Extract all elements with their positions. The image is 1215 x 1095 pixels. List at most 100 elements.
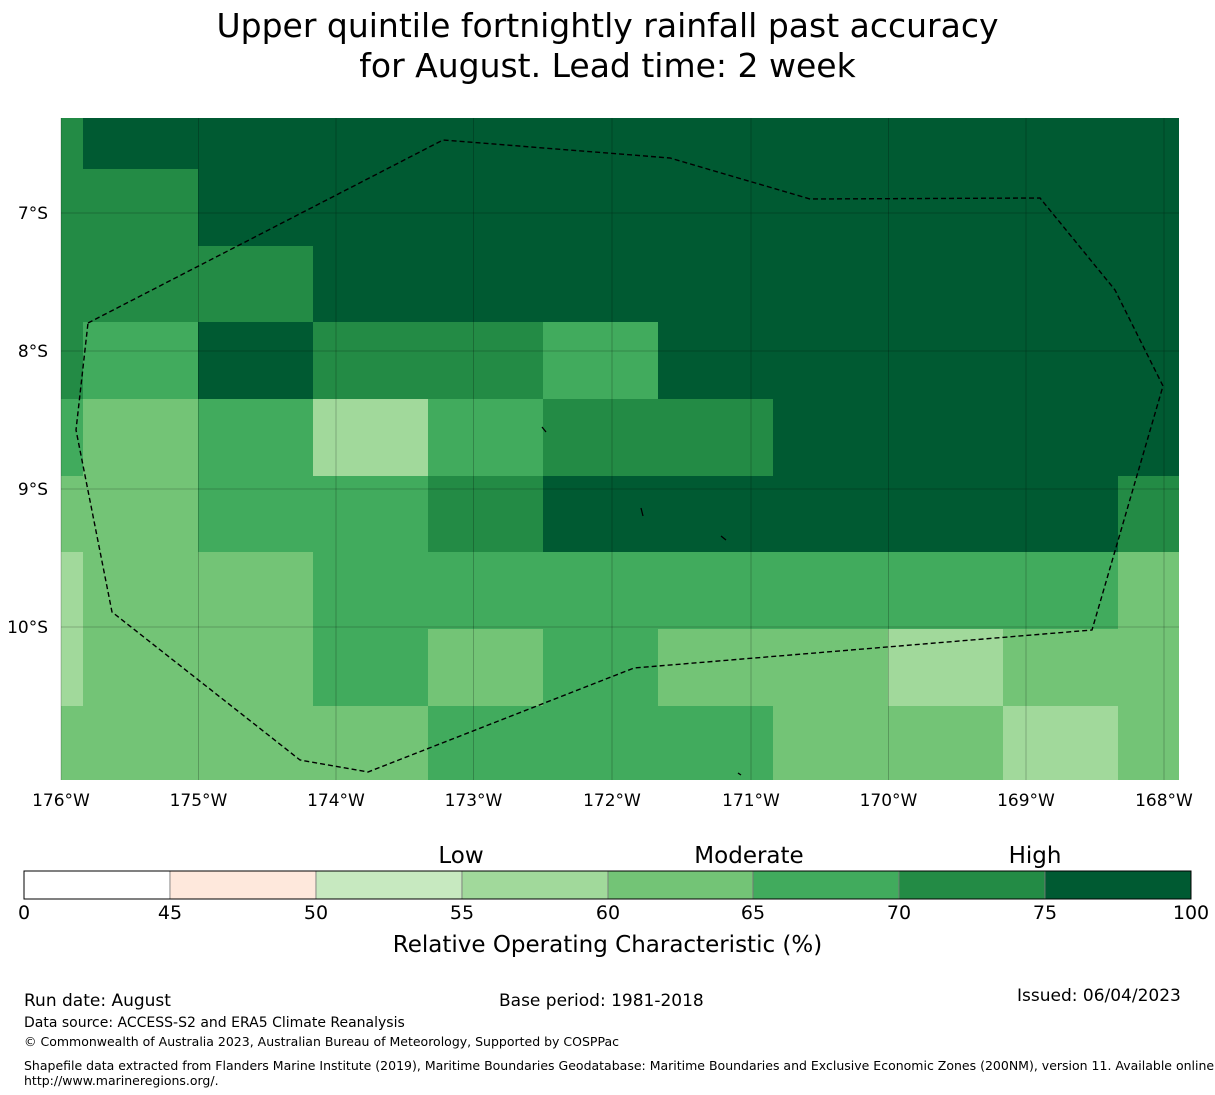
colorbar-segment <box>898 870 1046 900</box>
lon-label: 170°W <box>860 791 918 811</box>
island-marks <box>541 426 742 776</box>
grid-cell <box>543 322 658 399</box>
grid-cell <box>658 246 773 322</box>
grid-cell <box>313 246 428 322</box>
run-date: Run date: August <box>24 991 171 1011</box>
grid-cell <box>198 169 313 246</box>
island-mark <box>737 772 742 776</box>
grid-cell <box>1003 706 1118 780</box>
grid-cell <box>1003 118 1118 169</box>
grid-cell <box>658 476 773 552</box>
grid-cell <box>313 629 428 706</box>
lat-label: 8°S <box>18 342 48 362</box>
lat-label: 7°S <box>18 204 48 224</box>
grid-cell <box>61 476 83 552</box>
grid-cell <box>198 552 313 629</box>
grid-cell <box>313 552 428 629</box>
grid-cell <box>888 322 1003 399</box>
grid-cell <box>83 552 198 629</box>
grid-cell <box>83 169 198 246</box>
grid-cell <box>658 322 773 399</box>
grid-cell <box>1003 629 1118 706</box>
grid-cell <box>1118 118 1179 169</box>
map-title: Upper quintile fortnightly rainfall past… <box>0 6 1215 86</box>
colorbar <box>23 870 1192 900</box>
grid-cell <box>773 246 888 322</box>
graticule <box>60 118 1179 780</box>
grid-cell <box>198 399 313 476</box>
grid-cell <box>61 399 83 476</box>
colorbar-title: Relative Operating Characteristic (%) <box>392 932 823 958</box>
grid-cell <box>543 399 658 476</box>
grid-cell <box>543 706 658 780</box>
grid-cell <box>1003 399 1118 476</box>
longitude-labels: 176°W 175°W 174°W 173°W 172°W 171°W 170°W 169°W… <box>32 791 1193 811</box>
grid-cell <box>83 476 198 552</box>
grid-cell <box>83 399 198 476</box>
colorbar-tick-label: 60 <box>595 902 621 924</box>
grid-cell <box>428 169 543 246</box>
grid-cell <box>888 118 1003 169</box>
grid-cell <box>543 476 658 552</box>
colorbar-segment <box>607 870 754 900</box>
grid-cell <box>61 118 83 169</box>
grid-cell <box>313 322 428 399</box>
colorbar-segment <box>1044 870 1192 900</box>
grid-cell <box>888 552 1003 629</box>
grid-cell <box>658 552 773 629</box>
grid-cell <box>773 118 888 169</box>
colorbar-segment <box>169 870 317 900</box>
colorbar-outline <box>23 870 1192 900</box>
grid-cell <box>1118 246 1179 322</box>
grid-cell <box>313 118 428 169</box>
colorbar-segment <box>315 870 463 900</box>
copyright: © Commonwealth of Australia 2023, Austra… <box>24 1034 619 1049</box>
grid-cell <box>543 118 658 169</box>
grid-cell <box>888 629 1003 706</box>
grid-cell <box>83 246 198 322</box>
colorbar-tick-label: 55 <box>449 902 475 924</box>
colorbar-tick-label: 65 <box>740 902 766 924</box>
base-period: Base period: 1981-2018 <box>499 991 704 1011</box>
grid-cell <box>198 246 313 322</box>
grid-cell <box>888 706 1003 780</box>
accuracy-grid-cells <box>61 118 1179 780</box>
colorbar-segment <box>752 870 900 900</box>
grid-cell <box>658 399 773 476</box>
grid-cell <box>198 118 313 169</box>
lat-label: 10°S <box>7 618 48 638</box>
grid-cell <box>543 629 658 706</box>
grid-cell <box>428 476 543 552</box>
colorbar-label-moderate: Moderate <box>694 843 804 869</box>
grid-cell <box>83 629 198 706</box>
latitude-labels: 7°S 8°S 9°S 10°S <box>7 204 48 638</box>
grid-cell <box>1118 169 1179 246</box>
grid-cell <box>61 169 83 246</box>
colorbar-tick-label: 45 <box>157 902 183 924</box>
grid-cell <box>428 552 543 629</box>
grid-cell <box>61 552 83 629</box>
grid-cell <box>313 476 428 552</box>
lon-label: 176°W <box>32 791 90 811</box>
grid-cell <box>773 706 888 780</box>
grid-cell <box>1003 246 1118 322</box>
grid-cell <box>1118 629 1179 706</box>
island-mark <box>720 535 727 541</box>
grid-cell <box>198 706 313 780</box>
grid-cell <box>1003 169 1118 246</box>
colorbar-segment <box>23 870 171 900</box>
grid-cell <box>1118 322 1179 399</box>
grid-cell <box>773 169 888 246</box>
grid-cell <box>313 399 428 476</box>
lon-label: 172°W <box>583 791 641 811</box>
grid-cell <box>658 629 773 706</box>
grid-cell <box>61 322 83 399</box>
title-line-1: Upper quintile fortnightly rainfall past… <box>216 6 999 45</box>
colorbar-tick-label: 75 <box>1032 902 1058 924</box>
grid-cell <box>428 629 543 706</box>
grid-cell <box>658 118 773 169</box>
grid-cell <box>1118 706 1179 780</box>
grid-cell <box>198 476 313 552</box>
shapefile-credit-line-1: Shapefile data extracted from Flanders M… <box>24 1058 1215 1073</box>
grid-cell <box>658 169 773 246</box>
